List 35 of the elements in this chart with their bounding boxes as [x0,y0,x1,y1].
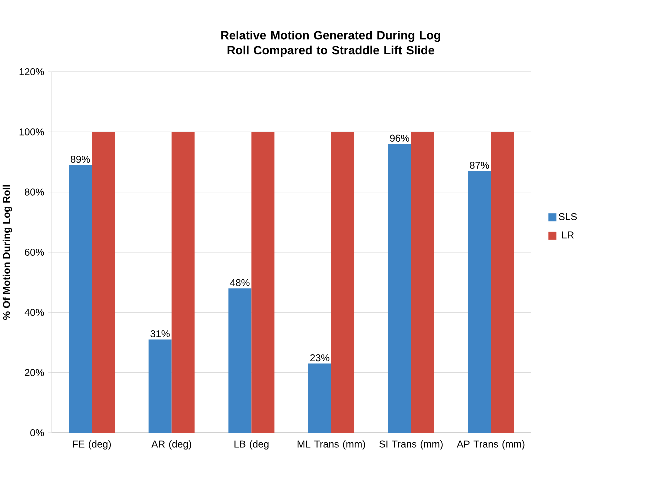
data-label: 23% [310,354,330,362]
bar [468,171,492,433]
y-tick-label: 120% [20,68,44,76]
legend-label: SLS [559,213,578,220]
bar [148,340,172,433]
x-tick-label: AP Trans (mm) [457,440,525,450]
data-label: 87% [470,162,490,170]
y-tick-label: 20% [25,369,44,376]
y-tick-label: 0% [30,429,44,437]
bar [252,132,275,433]
bar [388,144,412,433]
chart-title: Relative Motion Generated During Log Roll Compared to Straddle Lift Slide [222,30,440,58]
y-tick-label: 60% [25,248,44,256]
data-label: 89% [70,156,90,164]
bar [228,288,252,433]
bar [172,132,195,433]
bar [491,132,514,433]
x-tick-label: AR (deg) [152,440,192,450]
y-tick-label: 40% [24,309,44,316]
x-tick-label: LB (deg [234,440,269,450]
bar [332,132,355,433]
bar [308,364,332,433]
bar [69,165,92,433]
legend-label: LR [562,232,574,239]
y-tick-label: 100% [20,128,44,136]
y-tick-label: 80% [25,188,44,196]
data-label: 48% [230,279,250,286]
y-axis-title: % Of Motion During Log Roll [2,185,12,320]
x-tick-label: FE (deg) [73,440,112,450]
x-tick-label: ML Trans (mm) [298,440,366,450]
data-label: 31% [150,330,170,338]
bar [92,132,116,433]
data-label: 96% [390,134,410,142]
x-tick-label: SI Trans (mm) [380,440,443,450]
bar [411,132,434,433]
